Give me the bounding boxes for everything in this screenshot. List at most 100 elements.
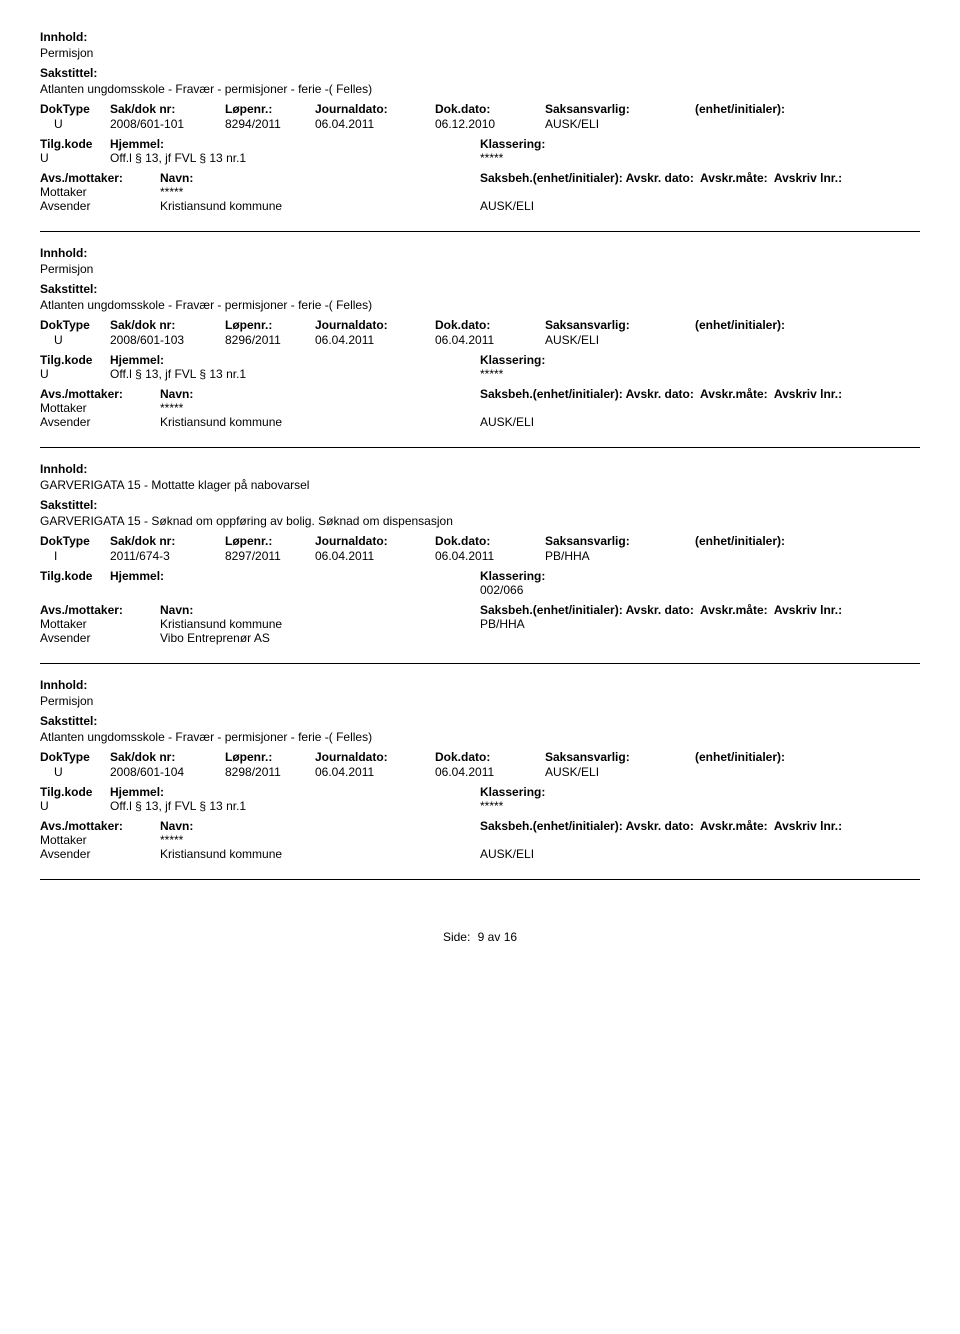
hjemmel-value: Off.l § 13, jf FVL § 13 nr.1 <box>110 799 480 813</box>
hdr-avsmottaker: Avs./mottaker: <box>40 603 160 617</box>
mottaker-row: Mottaker ***** <box>40 185 920 199</box>
lopenr-value: 8294/2011 <box>225 117 315 131</box>
sakstittel-value: GARVERIGATA 15 - Søknad om oppføring av … <box>40 514 920 528</box>
meta-data-row: U 2008/601-104 8298/2011 06.04.2011 06.0… <box>40 765 920 779</box>
journal-record: Innhold: Permisjon Sakstittel: Atlanten … <box>40 30 920 213</box>
innhold-label: Innhold: <box>40 678 920 692</box>
records-container: Innhold: Permisjon Sakstittel: Atlanten … <box>40 30 920 880</box>
innhold-label: Innhold: <box>40 462 920 476</box>
avsender-row: Avsender Kristiansund kommune AUSK/ELI <box>40 199 920 213</box>
saksansvarlig-value: AUSK/ELI <box>545 117 695 131</box>
journaldato-value: 06.04.2011 <box>315 549 435 563</box>
hdr-saksbeh-group: Saksbeh.(enhet/initialer): Avskr. dato: … <box>480 819 920 833</box>
avsender-navn: Kristiansund kommune <box>160 847 480 861</box>
enhet-value <box>695 765 855 779</box>
doktype-value: I <box>40 549 110 563</box>
journal-record: Innhold: GARVERIGATA 15 - Mottatte klage… <box>40 462 920 645</box>
mottaker-saksbeh <box>480 185 920 199</box>
hdr-avsmottaker: Avs./mottaker: <box>40 387 160 401</box>
hdr-lopenr: Løpenr.: <box>225 318 315 332</box>
klassering-value: ***** <box>480 151 545 165</box>
tilg-row: Tilg.kode Hjemmel: U Off.l § 13, jf FVL … <box>40 137 920 165</box>
hdr-saksansvarlig: Saksansvarlig: <box>545 534 695 548</box>
mottaker-navn: ***** <box>160 401 480 415</box>
tilgkode-value: U <box>40 151 110 165</box>
avsender-row: Avsender Vibo Entreprenør AS <box>40 631 920 645</box>
avs-header-row: Avs./mottaker: Navn: Saksbeh.(enhet/init… <box>40 387 920 401</box>
hdr-navn: Navn: <box>160 819 480 833</box>
hdr-tilgkode: Tilg.kode <box>40 569 110 583</box>
doktype-value: U <box>40 765 110 779</box>
hdr-avsmottaker: Avs./mottaker: <box>40 819 160 833</box>
hdr-journaldato: Journaldato: <box>315 534 435 548</box>
hdr-journaldato: Journaldato: <box>315 318 435 332</box>
avsender-row: Avsender Kristiansund kommune AUSK/ELI <box>40 415 920 429</box>
avsender-saksbeh: AUSK/ELI <box>480 199 920 213</box>
record-divider <box>40 879 920 880</box>
footer-page: 9 <box>478 930 485 944</box>
innhold-label: Innhold: <box>40 246 920 260</box>
mottaker-navn: ***** <box>160 185 480 199</box>
avsender-label: Avsender <box>40 199 160 213</box>
hdr-sakdok: Sak/dok nr: <box>110 318 225 332</box>
journaldato-value: 06.04.2011 <box>315 765 435 779</box>
lopenr-value: 8298/2011 <box>225 765 315 779</box>
hdr-doktype: DokType <box>40 102 110 116</box>
meta-header-row: DokType Sak/dok nr: Løpenr.: Journaldato… <box>40 750 920 764</box>
tilg-row: Tilg.kode Hjemmel: U Off.l § 13, jf FVL … <box>40 353 920 381</box>
tilg-row: Tilg.kode Hjemmel: U Off.l § 13, jf FVL … <box>40 785 920 813</box>
avsender-navn: Kristiansund kommune <box>160 199 480 213</box>
klassering-value: 002/066 <box>480 583 545 597</box>
meta-data-row: U 2008/601-103 8296/2011 06.04.2011 06.0… <box>40 333 920 347</box>
journaldato-value: 06.04.2011 <box>315 117 435 131</box>
tilg-row: Tilg.kode Hjemmel: Klassering: 002/066 <box>40 569 920 597</box>
hdr-sakdok: Sak/dok nr: <box>110 750 225 764</box>
saksansvarlig-value: PB/HHA <box>545 549 695 563</box>
meta-header-row: DokType Sak/dok nr: Løpenr.: Journaldato… <box>40 102 920 116</box>
dokdato-value: 06.12.2010 <box>435 117 545 131</box>
hdr-klassering: Klassering: <box>480 569 545 583</box>
hdr-lopenr: Løpenr.: <box>225 750 315 764</box>
sakstittel-label: Sakstittel: <box>40 714 920 728</box>
enhet-value <box>695 549 855 563</box>
saksansvarlig-value: AUSK/ELI <box>545 765 695 779</box>
avsender-row: Avsender Kristiansund kommune AUSK/ELI <box>40 847 920 861</box>
footer-total: 16 <box>504 930 517 944</box>
record-divider <box>40 447 920 448</box>
journal-record: Innhold: Permisjon Sakstittel: Atlanten … <box>40 678 920 861</box>
hdr-dokdato: Dok.dato: <box>435 534 545 548</box>
doktype-value: U <box>40 117 110 131</box>
hdr-saksbeh-group: Saksbeh.(enhet/initialer): Avskr. dato: … <box>480 387 920 401</box>
dokdato-value: 06.04.2011 <box>435 333 545 347</box>
enhet-value <box>695 333 855 347</box>
hdr-klassering: Klassering: <box>480 137 545 151</box>
sakstittel-value: Atlanten ungdomsskole - Fravær - permisj… <box>40 82 920 96</box>
avs-header-row: Avs./mottaker: Navn: Saksbeh.(enhet/init… <box>40 819 920 833</box>
hdr-enhet: (enhet/initialer): <box>695 318 855 332</box>
klassering-value: ***** <box>480 367 545 381</box>
hdr-hjemmel: Hjemmel: <box>110 569 480 583</box>
mottaker-label: Mottaker <box>40 185 160 199</box>
journal-record: Innhold: Permisjon Sakstittel: Atlanten … <box>40 246 920 429</box>
hdr-saksbeh-group: Saksbeh.(enhet/initialer): Avskr. dato: … <box>480 603 920 617</box>
hdr-navn: Navn: <box>160 603 480 617</box>
hdr-enhet: (enhet/initialer): <box>695 750 855 764</box>
hjemmel-value: Off.l § 13, jf FVL § 13 nr.1 <box>110 367 480 381</box>
hdr-doktype: DokType <box>40 534 110 548</box>
meta-data-row: I 2011/674-3 8297/2011 06.04.2011 06.04.… <box>40 549 920 563</box>
meta-header-row: DokType Sak/dok nr: Løpenr.: Journaldato… <box>40 318 920 332</box>
avsender-label: Avsender <box>40 847 160 861</box>
mottaker-row: Mottaker Kristiansund kommune PB/HHA <box>40 617 920 631</box>
avs-header-row: Avs./mottaker: Navn: Saksbeh.(enhet/init… <box>40 171 920 185</box>
innhold-value: GARVERIGATA 15 - Mottatte klager på nabo… <box>40 478 920 492</box>
lopenr-value: 8296/2011 <box>225 333 315 347</box>
klassering-value: ***** <box>480 799 545 813</box>
sakdok-value: 2008/601-101 <box>110 117 225 131</box>
tilgkode-value: U <box>40 367 110 381</box>
hdr-tilgkode: Tilg.kode <box>40 137 110 151</box>
innhold-label: Innhold: <box>40 30 920 44</box>
hdr-dokdato: Dok.dato: <box>435 102 545 116</box>
mottaker-label: Mottaker <box>40 833 160 847</box>
hdr-lopenr: Løpenr.: <box>225 102 315 116</box>
sakdok-value: 2008/601-103 <box>110 333 225 347</box>
